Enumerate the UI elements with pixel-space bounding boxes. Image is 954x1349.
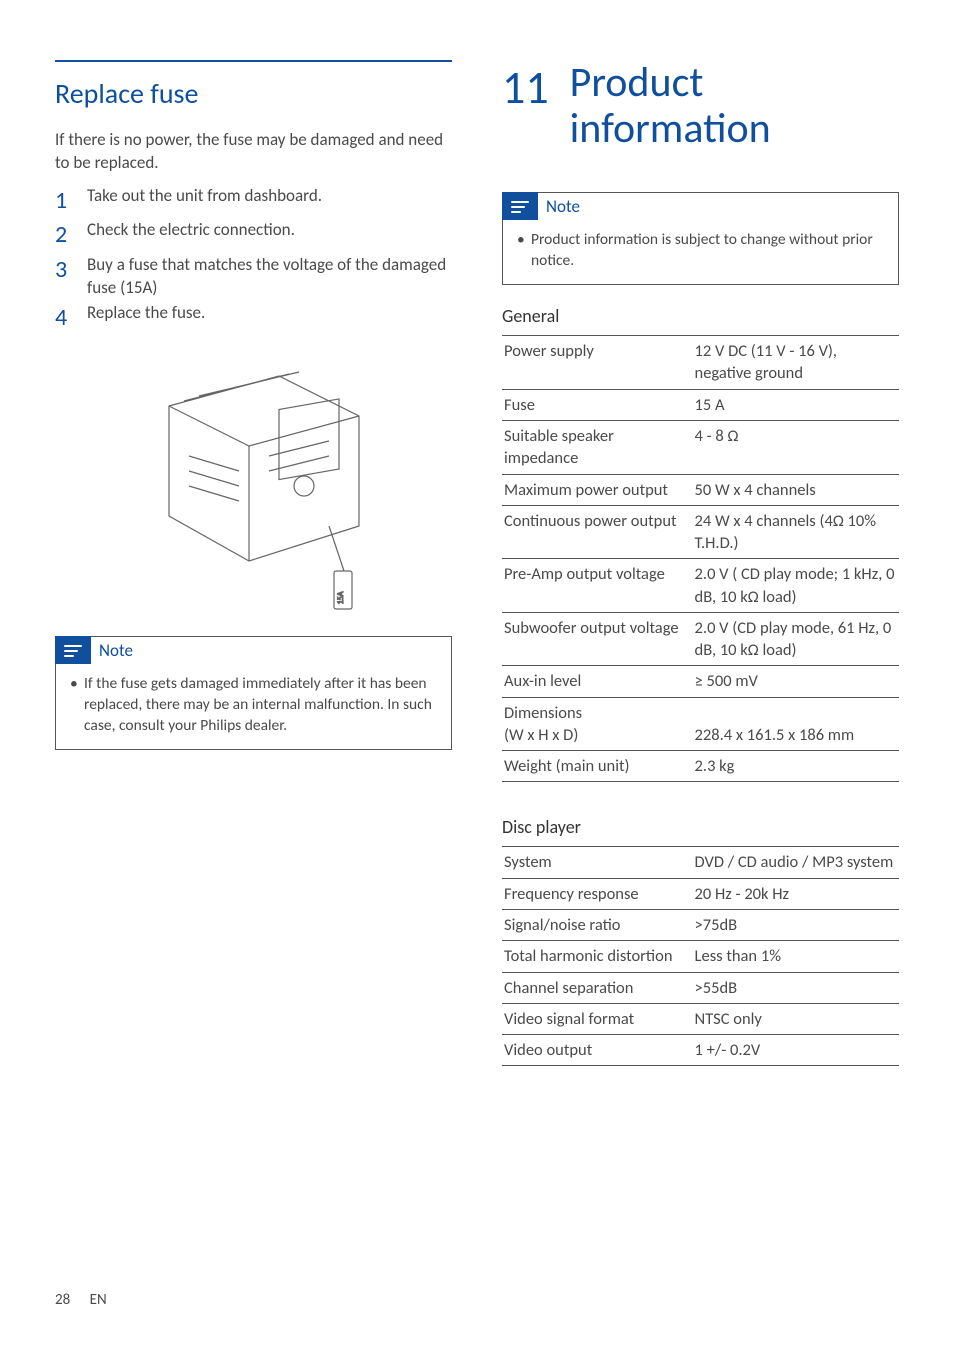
table-row: Fuse15 A xyxy=(502,389,899,420)
table-row: Dimensions (W x H x D) 228.4 x 161.5 x 1… xyxy=(502,697,899,751)
svg-text:15A: 15A xyxy=(336,591,346,604)
table-row: Total harmonic distortionLess than 1% xyxy=(502,941,899,972)
table-row: Weight (main unit)2.3 kg xyxy=(502,751,899,782)
spec-value: 2.0 V ( CD play mode; 1 kHz, 0 dB, 10 kΩ… xyxy=(693,559,899,613)
intro-paragraph: If there is no power, the fuse may be da… xyxy=(55,129,452,175)
step-text: Buy a fuse that matches the voltage of t… xyxy=(87,254,452,300)
table-row: Power supply12 V DC (11 V - 16 V), negat… xyxy=(502,336,899,390)
spec-value: >75dB xyxy=(693,910,899,941)
spec-key: Suitable speaker impedance xyxy=(502,421,693,475)
table-heading-disc: Disc player xyxy=(502,816,899,838)
step-text: Replace the fuse. xyxy=(87,302,205,325)
left-column: Replace fuse If there is no power, the f… xyxy=(55,60,452,1066)
spec-key: Aux-in level xyxy=(502,666,693,697)
step-item: Check the electric connection. xyxy=(55,219,452,251)
spec-value: 4 - 8 Ω xyxy=(693,421,899,475)
step-item: Take out the unit from dashboard. xyxy=(55,185,452,217)
note-label: Note xyxy=(99,640,133,661)
step-text: Check the electric connection. xyxy=(87,219,295,242)
spec-key: Maximum power output xyxy=(502,474,693,505)
note-icon xyxy=(502,192,538,220)
spec-value: 2.0 V (CD play mode, 61 Hz, 0 dB, 10 kΩ … xyxy=(693,612,899,666)
spec-value: NTSC only xyxy=(693,1003,899,1034)
table-row: Continuous power output24 W x 4 channels… xyxy=(502,505,899,559)
page-footer: 28 EN xyxy=(55,1291,107,1309)
spec-value: >55dB xyxy=(693,972,899,1003)
note-body: If the fuse gets damaged immediately aft… xyxy=(56,668,451,749)
note-text: Product information is subject to change… xyxy=(517,230,886,272)
note-box: Note If the fuse gets damaged immediatel… xyxy=(55,636,452,750)
spec-value: 228.4 x 161.5 x 186 mm xyxy=(693,697,899,751)
step-item: Buy a fuse that matches the voltage of t… xyxy=(55,254,452,300)
spec-key: Signal/noise ratio xyxy=(502,910,693,941)
table-row: Video signal formatNTSC only xyxy=(502,1003,899,1034)
table-row: Video output1 +/- 0.2V xyxy=(502,1035,899,1066)
note-header: Note xyxy=(503,193,898,224)
spec-key: Continuous power output xyxy=(502,505,693,559)
chapter-title-line: Product xyxy=(570,57,704,108)
spec-value: 50 W x 4 channels xyxy=(693,474,899,505)
spec-value: 2.3 kg xyxy=(693,751,899,782)
disc-spec-table: SystemDVD / CD audio / MP3 systemFrequen… xyxy=(502,846,899,1066)
spec-value: 12 V DC (11 V - 16 V), negative ground xyxy=(693,336,899,390)
table-row: Aux-in level≥ 500 mV xyxy=(502,666,899,697)
page-columns: Replace fuse If there is no power, the f… xyxy=(55,60,899,1066)
note-icon xyxy=(55,636,91,664)
table-row: Subwoofer output voltage2.0 V (CD play m… xyxy=(502,612,899,666)
spec-value: ≥ 500 mV xyxy=(693,666,899,697)
spec-key: Frequency response xyxy=(502,878,693,909)
spec-key: Fuse xyxy=(502,389,693,420)
table-row: Signal/noise ratio>75dB xyxy=(502,910,899,941)
spec-key: Video output xyxy=(502,1035,693,1066)
chapter-title: Product information xyxy=(570,60,771,152)
note-text: If the fuse gets damaged immediately aft… xyxy=(70,674,439,737)
spec-key: Total harmonic distortion xyxy=(502,941,693,972)
table-row: Maximum power output50 W x 4 channels xyxy=(502,474,899,505)
page-number: 28 xyxy=(55,1291,70,1309)
note-header: Note xyxy=(56,637,451,668)
chapter-number: 11 xyxy=(502,60,566,116)
spec-key: Pre-Amp output voltage xyxy=(502,559,693,613)
spec-key: Channel separation xyxy=(502,972,693,1003)
chapter-title-line: information xyxy=(570,103,771,154)
table-row: SystemDVD / CD audio / MP3 system xyxy=(502,847,899,878)
note-label: Note xyxy=(546,196,580,217)
table-row: Pre-Amp output voltage2.0 V ( CD play mo… xyxy=(502,559,899,613)
step-text: Take out the unit from dashboard. xyxy=(87,185,322,208)
spec-value: 1 +/- 0.2V xyxy=(693,1035,899,1066)
spec-key: Weight (main unit) xyxy=(502,751,693,782)
fuse-illustration: 15A xyxy=(129,346,379,616)
page-language: EN xyxy=(90,1291,107,1309)
spec-value: 24 W x 4 channels (4Ω 10% T.H.D.) xyxy=(693,505,899,559)
table-row: Frequency response20 Hz - 20k Hz xyxy=(502,878,899,909)
table-heading-general: General xyxy=(502,305,899,327)
steps-list: Take out the unit from dashboard. Check … xyxy=(55,185,452,334)
table-row: Channel separation>55dB xyxy=(502,972,899,1003)
section-rule xyxy=(55,60,452,62)
spec-value: 15 A xyxy=(693,389,899,420)
note-body: Product information is subject to change… xyxy=(503,224,898,284)
right-column: 11 Product information Note Product info… xyxy=(502,60,899,1066)
spec-value: DVD / CD audio / MP3 system xyxy=(693,847,899,878)
step-item: Replace the fuse. xyxy=(55,302,452,334)
spec-key: Dimensions (W x H x D) xyxy=(502,697,693,751)
spec-key: Power supply xyxy=(502,336,693,390)
section-title: Replace fuse xyxy=(55,76,452,111)
spec-value: 20 Hz - 20k Hz xyxy=(693,878,899,909)
table-row: Suitable speaker impedance4 - 8 Ω xyxy=(502,421,899,475)
spec-value: Less than 1% xyxy=(693,941,899,972)
spec-key: System xyxy=(502,847,693,878)
general-spec-table: Power supply12 V DC (11 V - 16 V), negat… xyxy=(502,335,899,782)
note-box: Note Product information is subject to c… xyxy=(502,192,899,285)
spec-key: Subwoofer output voltage xyxy=(502,612,693,666)
chapter-header: 11 Product information xyxy=(502,60,899,152)
spec-key: Video signal format xyxy=(502,1003,693,1034)
